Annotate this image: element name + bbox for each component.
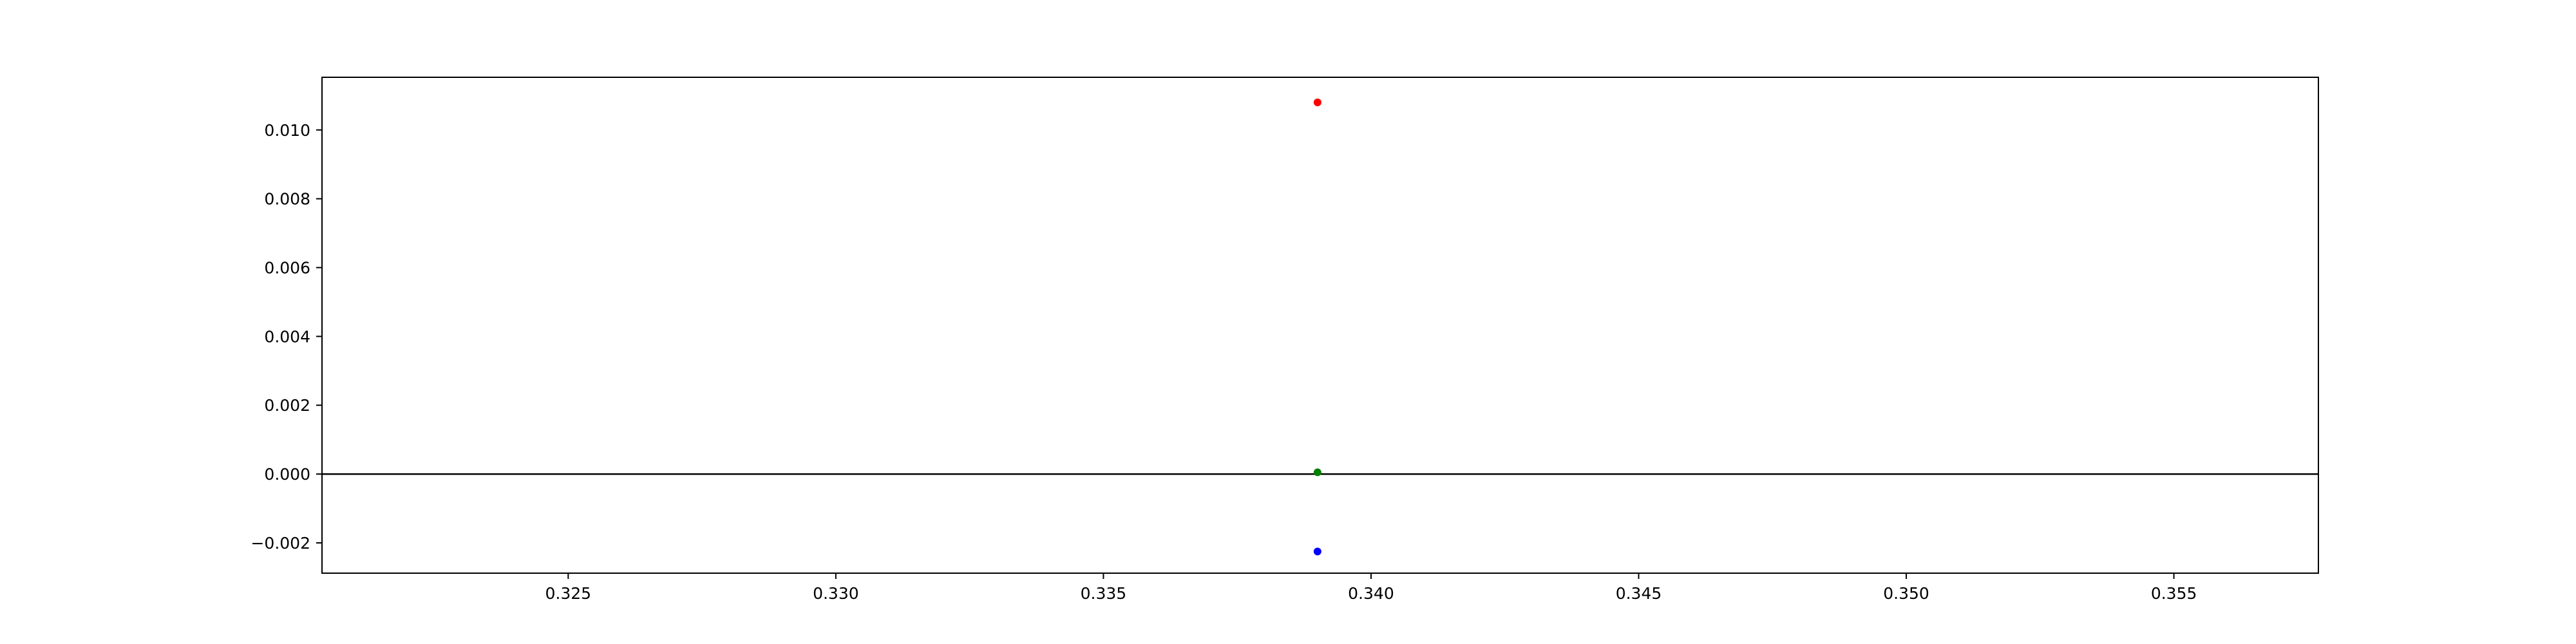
x-tick-label: 0.350 bbox=[1883, 584, 1929, 603]
x-tick-label: 0.335 bbox=[1081, 584, 1127, 603]
x-tick-label: 0.330 bbox=[813, 584, 859, 603]
tick-layer: 0.325 0.330 0.335 0.340 0.345 0.350 0.355 −0.00… bbox=[251, 121, 2197, 603]
x-tick-label: 0.355 bbox=[2151, 584, 2197, 603]
x-tick-label: 0.345 bbox=[1616, 584, 1662, 603]
x-tick-label: 0.325 bbox=[545, 584, 592, 603]
y-tick-label: 0.000 bbox=[264, 465, 310, 484]
y-tick-label: 0.006 bbox=[264, 258, 310, 277]
plot-layer bbox=[322, 99, 2318, 556]
y-tick-label: −0.002 bbox=[251, 534, 310, 553]
x-tick-label: 0.340 bbox=[1348, 584, 1394, 603]
y-tick-label: 0.010 bbox=[264, 121, 310, 140]
data-point bbox=[1313, 99, 1321, 107]
y-tick-label: 0.008 bbox=[264, 190, 310, 209]
y-tick-label: 0.004 bbox=[264, 327, 310, 346]
data-point bbox=[1313, 468, 1321, 477]
data-point bbox=[1313, 547, 1321, 556]
y-tick-label: 0.002 bbox=[264, 396, 310, 415]
plot-frame bbox=[321, 77, 2319, 574]
